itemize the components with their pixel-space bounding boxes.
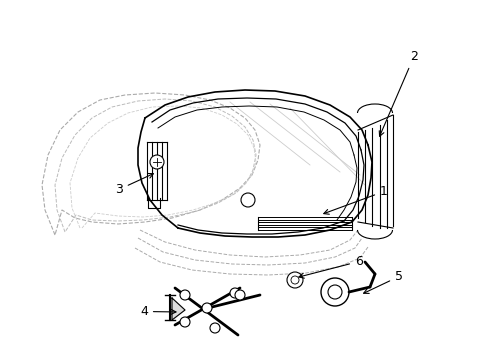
Circle shape <box>180 290 190 300</box>
Text: 4: 4 <box>140 305 176 318</box>
Circle shape <box>241 193 254 207</box>
Polygon shape <box>172 298 184 320</box>
Circle shape <box>327 285 341 299</box>
Circle shape <box>229 288 240 298</box>
Text: 2: 2 <box>379 50 417 136</box>
Circle shape <box>150 155 163 169</box>
Text: 5: 5 <box>363 270 402 293</box>
Circle shape <box>286 272 303 288</box>
Circle shape <box>202 303 212 313</box>
Text: 1: 1 <box>323 185 387 214</box>
Text: 3: 3 <box>115 174 153 196</box>
Circle shape <box>180 317 190 327</box>
Circle shape <box>209 323 220 333</box>
Text: 6: 6 <box>298 255 362 278</box>
Circle shape <box>320 278 348 306</box>
Circle shape <box>235 290 244 300</box>
Circle shape <box>290 276 298 284</box>
